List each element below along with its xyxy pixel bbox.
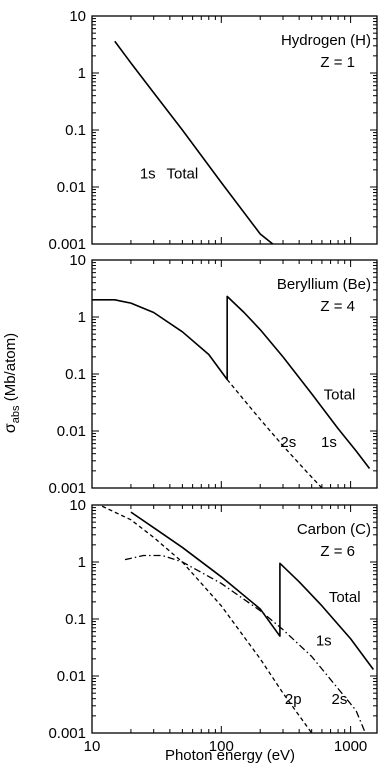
series-total [130, 511, 375, 670]
panel-z-label: Z = 4 [320, 298, 355, 315]
curve-label-total: Total [324, 386, 356, 403]
y-tick-label: 0.1 [65, 122, 86, 139]
panel-carbon-c: 10 1 0.1 0.01 0.001 Total 1s 2p 2s Carbon (C) Z = … [48, 497, 378, 755]
x-tick-label: 10 [84, 738, 101, 755]
x-tick-label: 100 [209, 738, 234, 755]
y-axis-label-symbol: σ [2, 423, 19, 433]
series-2s [226, 379, 323, 489]
panel-element-label: Carbon (C) [297, 521, 371, 538]
y-tick-label: 0.01 [57, 668, 86, 685]
y-tick-label: 0.001 [48, 480, 86, 497]
panel-beryllium-be: 10 1 0.1 0.01 0.001 2s 1s Total Beryllium (Be) Z … [48, 252, 378, 497]
y-axis-label-subscript: abs [10, 405, 22, 423]
panel-element-label: Hydrogen (H) [281, 32, 371, 49]
y-tick-label: 0.001 [48, 725, 86, 742]
series-2s [124, 554, 366, 734]
curve-label-1s: 1s [140, 166, 156, 183]
curve-label-2s: 2s [280, 434, 296, 451]
y-tick-label: 0.01 [57, 423, 86, 440]
y-tick-label: 0.1 [65, 611, 86, 628]
curve-label-2p: 2p [285, 691, 302, 708]
y-tick-label: 0.01 [57, 179, 86, 196]
y-tick-label: 10 [69, 252, 86, 269]
y-tick-label: 0.1 [65, 366, 86, 383]
y-tick-label: 0.001 [48, 236, 86, 253]
curve-label-1s: 1s [321, 434, 337, 451]
x-axis-label: Photon energy (eV) [165, 747, 295, 764]
plot-frame [91, 15, 378, 245]
panel-z-label: Z = 1 [320, 54, 355, 71]
curve-label-1s: 1s [316, 633, 332, 650]
series-2p [101, 505, 313, 734]
plot-frame [91, 259, 378, 489]
panel-hydrogen-h: 10 1 0.1 0.01 0.001 1s Total Hydrogen (H) Z = 1 [48, 8, 378, 253]
y-tick-label: 10 [69, 497, 86, 514]
curve-label-total: Total [167, 166, 199, 183]
curve-label-total: Total [329, 589, 361, 606]
y-axis-label-units: (Mb/atom) [2, 333, 19, 406]
y-tick-label: 1 [78, 554, 86, 571]
y-axis-label: σabs (Mb/atom) [2, 333, 22, 433]
series-1s [114, 40, 274, 245]
x-tick-label: 1000 [334, 738, 367, 755]
y-tick-label: 1 [78, 65, 86, 82]
panel-z-label: Z = 6 [320, 543, 355, 560]
y-tick-label: 10 [69, 8, 86, 25]
curve-label-2s: 2s [332, 691, 348, 708]
series-total [92, 295, 371, 469]
y-tick-label: 1 [78, 309, 86, 326]
panel-element-label: Beryllium (Be) [277, 276, 371, 293]
